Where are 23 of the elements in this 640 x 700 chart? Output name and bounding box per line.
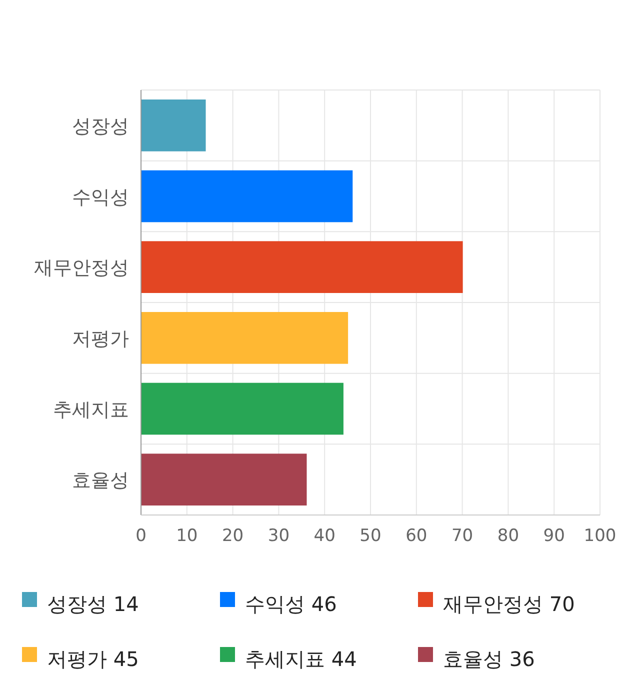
- x-tick-label: 0: [136, 526, 146, 546]
- x-tick-label: 90: [543, 526, 565, 546]
- y-tick-label: 추세지표: [53, 398, 129, 421]
- x-tick-label: 100: [584, 526, 616, 546]
- legend-label: 재무안정성 70: [443, 592, 575, 616]
- x-tick-label: 50: [360, 526, 382, 546]
- x-tick-label: 10: [176, 526, 198, 546]
- y-tick-label: 성장성: [72, 115, 129, 138]
- y-tick-label: 효율성: [72, 470, 129, 492]
- x-tick-label: 60: [406, 526, 428, 546]
- legend-label: 저평가 45: [47, 647, 139, 671]
- x-tick-label: 80: [497, 526, 520, 546]
- x-tick-label: 70: [451, 526, 474, 546]
- x-tick-label: 20: [222, 526, 244, 546]
- legend-label: 효율성 36: [443, 647, 535, 671]
- x-tick-label: 30: [268, 526, 290, 546]
- y-tick-label: 재무안정성: [34, 257, 129, 280]
- legend-label: 추세지표 44: [245, 647, 357, 671]
- legend-label: 성장성 14: [47, 592, 139, 616]
- legend-label: 수익성 46: [245, 592, 337, 616]
- x-tick-label: 40: [314, 526, 336, 546]
- y-tick-label: 저평가: [72, 328, 129, 350]
- y-tick-label: 수익성: [72, 186, 129, 208]
